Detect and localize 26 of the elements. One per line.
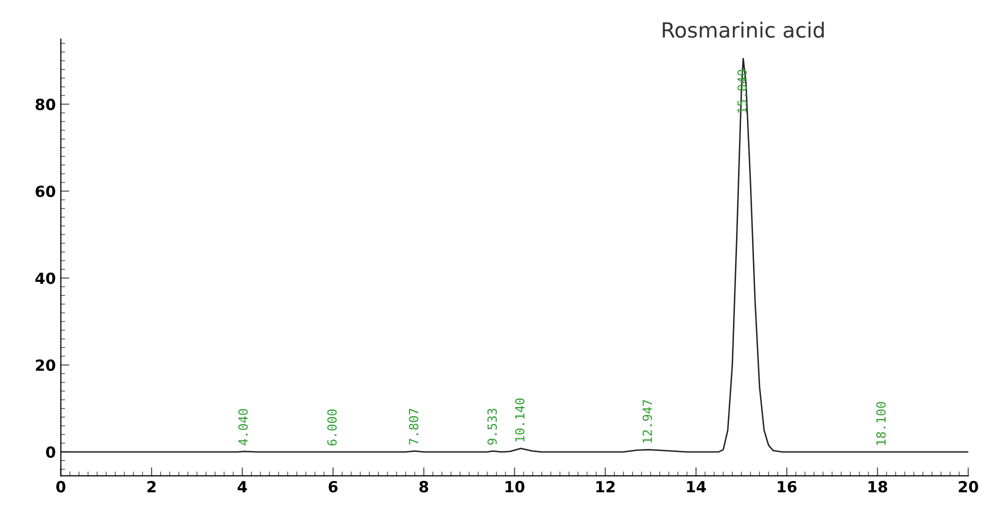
x-tick-label: 14 (687, 481, 706, 492)
y-tick-label: 40 (35, 272, 56, 284)
y-tick-label: 0 (46, 446, 56, 458)
annotation: 12.947 (642, 400, 652, 443)
x-tick-label: 2 (147, 480, 156, 492)
x-tick-label: 4 (238, 481, 247, 492)
annotation: 15.040 (737, 70, 747, 113)
x-tick-label: 6 (328, 480, 338, 492)
annotation: 9.533 (487, 408, 497, 445)
x-tick-label: 16 (778, 480, 797, 492)
x-tick-label: 8 (419, 480, 428, 492)
annotation: 6.000 (327, 410, 337, 446)
y-tick-label: 60 (36, 186, 56, 198)
x-tick-label: 10 (506, 480, 524, 492)
y-tick-label: 80 (36, 98, 56, 110)
y-tick-label: 20 (36, 359, 56, 371)
x-tick-label: 12 (596, 480, 615, 492)
x-tick-label: 0 (56, 480, 66, 492)
annotation: 7.807 (408, 408, 418, 445)
annotation: Rosmarinic acid (662, 22, 824, 38)
annotation: 10.140 (515, 398, 525, 442)
annotation: 18.100 (876, 402, 886, 445)
x-tick-label: 20 (958, 480, 978, 492)
x-tick-label: 18 (868, 480, 888, 492)
annotation: 4.040 (238, 409, 248, 446)
line-series (60, 58, 968, 453)
